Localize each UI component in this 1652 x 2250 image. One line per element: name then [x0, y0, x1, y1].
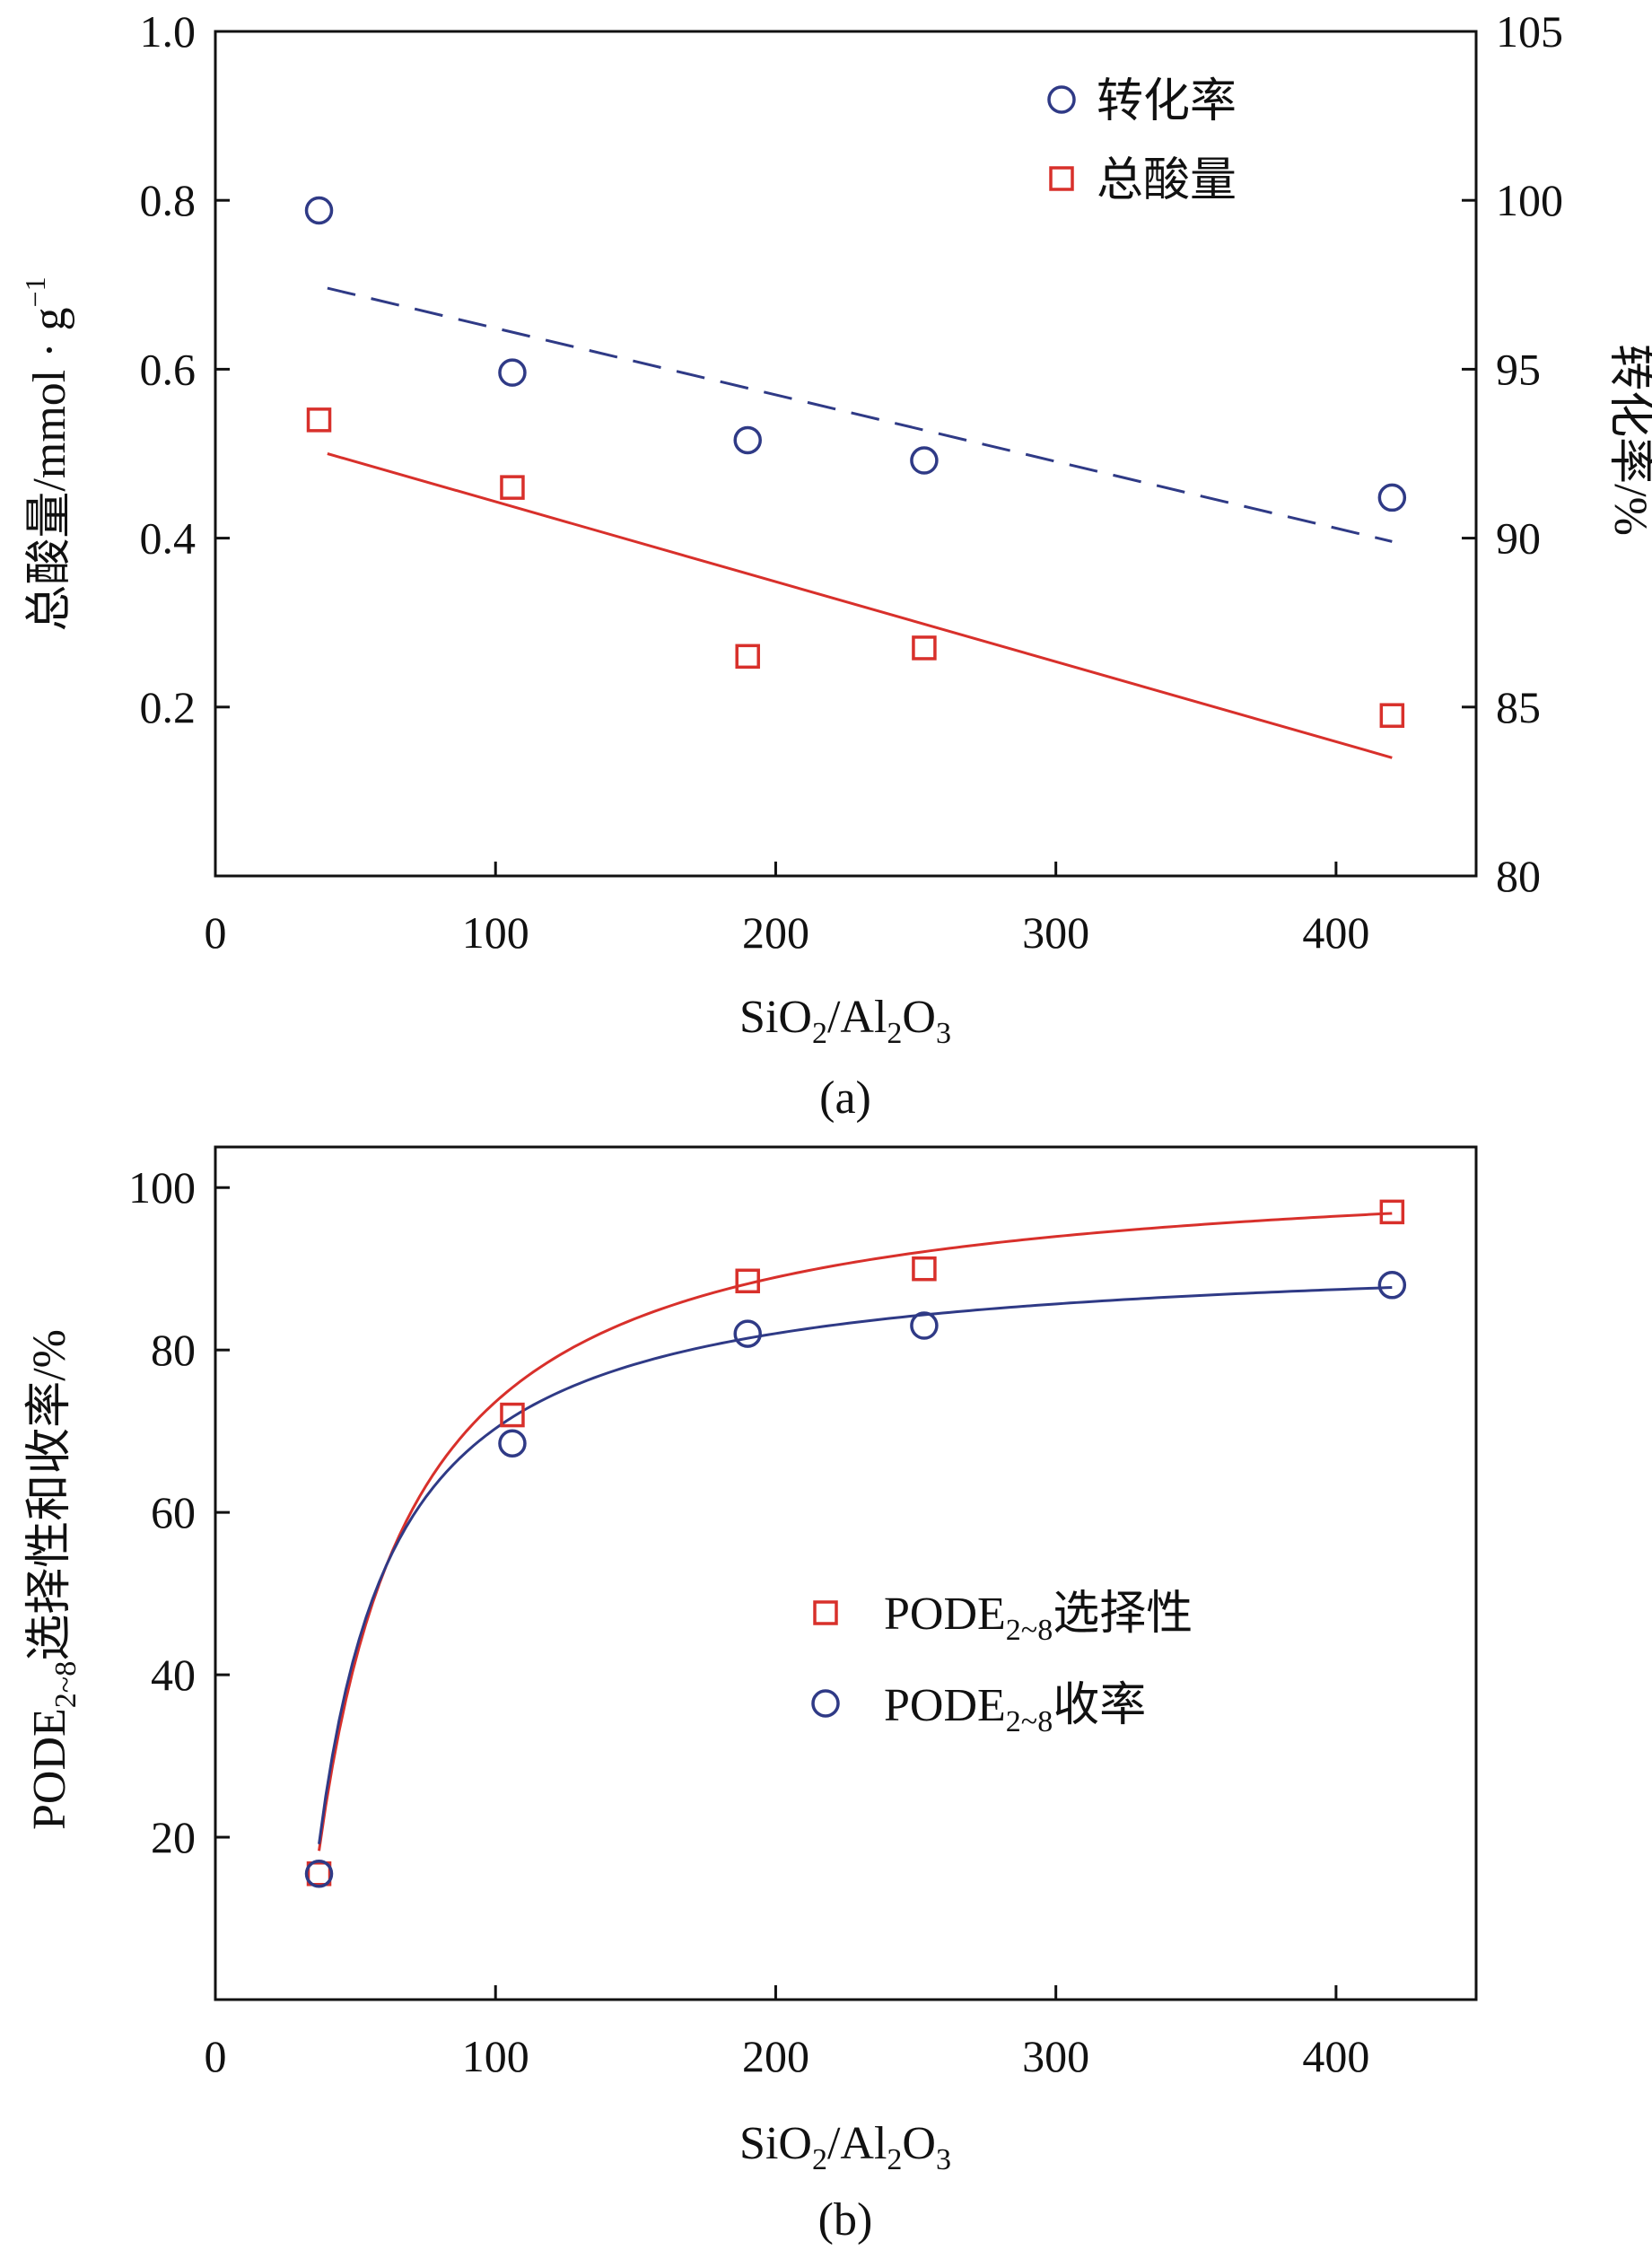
legend-marker-yield	[811, 1689, 840, 1718]
x-tick-label-b: 0	[205, 2031, 227, 2081]
legend-label-total-acid: 总酸量	[1097, 155, 1237, 206]
panel-label-a: (a)	[819, 1072, 871, 1124]
data-point-a-total-acid	[912, 635, 937, 661]
y-right-tick-label-a: 80	[1496, 851, 1541, 901]
x-tick-label-b: 100	[462, 2031, 529, 2081]
x-tick-label-a: 400	[1302, 907, 1369, 958]
legend-marker-conversion	[1047, 85, 1076, 114]
y-right-axis-title-a: 转化率/%	[1604, 344, 1652, 536]
data-point-b-yield	[1377, 1271, 1407, 1300]
data-point-a-conversion	[498, 358, 527, 387]
data-point-b-selectivity	[735, 1268, 760, 1294]
fit-curve-b-yield	[318, 1286, 1393, 1844]
legend-label-conversion: 转化率	[1097, 76, 1237, 127]
panel-b-chart: 0 100 200 300 400 20 40 60 80 100 SiO2/Al2O3 POD…	[24, 1145, 1478, 2246]
y-left-ticks-a: 0.2 0.4 0.6 0.8 1.0	[140, 6, 230, 732]
data-point-a-total-acid	[1379, 703, 1405, 728]
fit-line-a-conversion	[327, 286, 1393, 543]
data-point-b-selectivity	[1379, 1199, 1405, 1225]
y-ticks-b: 20 40 60 80 100	[128, 1162, 230, 1862]
data-point-b-selectivity	[306, 1861, 332, 1887]
data-point-a-conversion	[1377, 483, 1407, 512]
data-point-b-yield	[733, 1319, 762, 1348]
legend-a: 转化率 总酸量	[1047, 76, 1237, 206]
x-tick-label-a: 0	[205, 907, 227, 958]
fit-lines-a	[327, 286, 1393, 759]
data-point-a-conversion	[910, 446, 939, 475]
data-point-a-conversion	[304, 196, 334, 225]
plot-frame-a	[214, 30, 1478, 878]
y-right-tick-label-a: 105	[1496, 6, 1563, 57]
data-point-b-yield	[304, 1860, 334, 1888]
data-point-a-conversion	[733, 425, 762, 455]
data-point-a-total-acid	[735, 643, 760, 670]
x-ticks-a: 0 100 200 300 400	[205, 862, 1369, 958]
panel-a-chart: 0 100 200 300 400 0.2 0.4 0.6 0.8 1.0 80 85 90 95 10…	[19, 6, 1652, 1124]
y-left-tick-label-a: 0.4	[140, 513, 197, 564]
fit-line-a-total-acid	[327, 452, 1393, 759]
y-left-tick-label-a: 0.2	[140, 682, 197, 732]
data-point-b-selectivity	[912, 1256, 937, 1282]
x-tick-label-a: 200	[742, 907, 809, 958]
y-right-ticks-a: 80 85 90 95 100 105	[1462, 6, 1563, 901]
legend-b: PODE2~8选择性 PODE2~8收率	[811, 1589, 1193, 1738]
y-tick-label-b: 100	[128, 1162, 196, 1213]
legend-marker-selectivity	[813, 1600, 838, 1625]
y-right-tick-label-a: 95	[1496, 344, 1541, 394]
data-point-b-yield	[498, 1429, 527, 1458]
y-right-tick-label-a: 100	[1496, 175, 1563, 225]
x-tick-label-b: 300	[1022, 2031, 1089, 2081]
x-tick-label-b: 200	[742, 2031, 809, 2081]
data-point-a-total-acid	[306, 407, 332, 433]
y-left-tick-label-a: 0.8	[140, 175, 197, 225]
x-ticks-b: 0 100 200 300 400	[205, 1985, 1369, 2081]
y-left-axis-title-a: 总酸量/mmol · g−1	[19, 276, 75, 631]
data-point-b-yield	[910, 1311, 939, 1340]
x-tick-label-a: 300	[1022, 907, 1089, 958]
y-tick-label-b: 40	[151, 1650, 196, 1700]
y-left-tick-label-a: 0.6	[140, 344, 197, 394]
plot-frame-b	[214, 1145, 1478, 2001]
x-axis-title-b: SiO2/Al2O3	[739, 2118, 951, 2176]
y-tick-label-b: 60	[151, 1487, 196, 1537]
x-tick-label-b: 400	[1302, 2031, 1369, 2081]
x-axis-title-a: SiO2/Al2O3	[739, 992, 951, 1050]
data-markers-a	[304, 196, 1407, 728]
data-point-b-selectivity	[500, 1402, 525, 1428]
y-tick-label-b: 80	[151, 1325, 196, 1375]
legend-marker-total-acid	[1049, 166, 1074, 191]
data-markers-b	[304, 1199, 1407, 1888]
legend-label-selectivity: PODE2~8选择性	[884, 1589, 1193, 1647]
y-axis-title-b: PODE2~8选择性和收率/%	[24, 1329, 83, 1830]
y-right-tick-label-a: 85	[1496, 682, 1541, 732]
data-point-a-total-acid	[500, 475, 525, 500]
y-left-tick-label-a: 1.0	[140, 6, 197, 57]
x-tick-label-a: 100	[462, 907, 529, 958]
fit-curves-b	[318, 1212, 1393, 1852]
y-tick-label-b: 20	[151, 1812, 196, 1862]
fit-curve-b-selectivity	[318, 1212, 1393, 1852]
legend-label-yield: PODE2~8收率	[884, 1680, 1146, 1738]
panel-label-b: (b)	[818, 2194, 873, 2246]
y-right-tick-label-a: 90	[1496, 513, 1541, 564]
